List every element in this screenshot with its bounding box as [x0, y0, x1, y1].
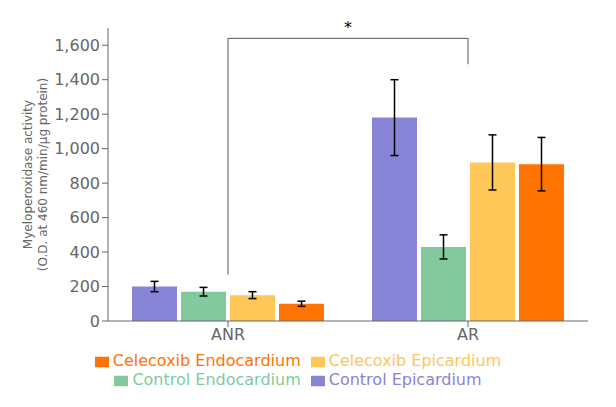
- html-text:Control Endocardium: Control Endocardium: [132, 370, 301, 389]
- svg-text:AR: AR: [457, 325, 479, 344]
- svg-text:600: 600: [69, 208, 100, 227]
- svg-text:1,600: 1,600: [54, 36, 100, 55]
- html-text:Celecoxib Endocardium: Celecoxib Endocardium: [112, 351, 301, 370]
- svg-text:*: *: [344, 18, 352, 37]
- html-text:Celecoxib Epicardium: Celecoxib Epicardium: [328, 351, 502, 370]
- svg-text:400: 400: [69, 243, 100, 262]
- svg-text:ANR: ANR: [211, 325, 245, 344]
- svg-text:1,000: 1,000: [54, 139, 100, 158]
- svg-text:1,400: 1,400: [54, 70, 100, 89]
- svg-text:800: 800: [69, 174, 100, 193]
- html-text:Control Epicardium: Control Epicardium: [328, 370, 482, 389]
- svg-text:Myeloperoxidase activity(O.D.: Myeloperoxidase activity(O.D. at 460 nm/…: [21, 78, 50, 271]
- svg-text:0: 0: [90, 312, 100, 331]
- svg-text:1,200: 1,200: [54, 105, 100, 124]
- svg-text:200: 200: [69, 277, 100, 296]
